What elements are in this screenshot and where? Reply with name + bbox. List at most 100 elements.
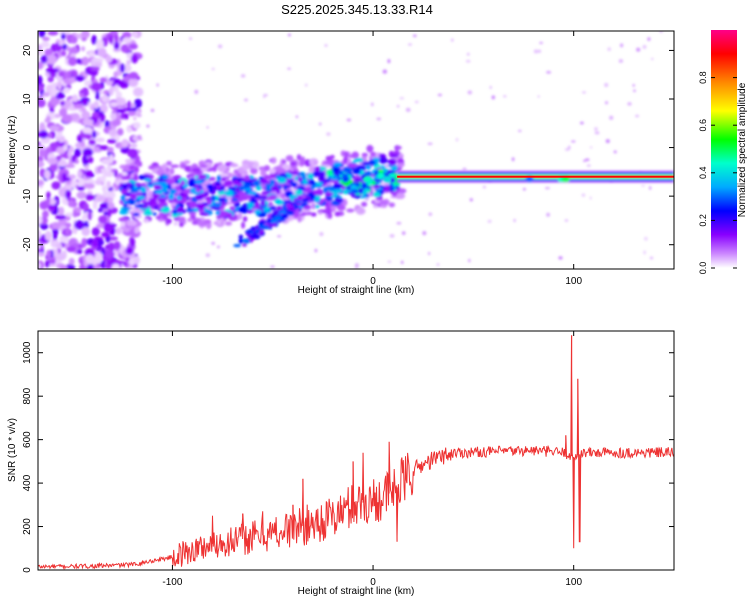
heatmap-cell (110, 112, 117, 121)
heatmap-cell (633, 89, 636, 92)
heatmap-cell (58, 218, 67, 226)
heatmap-cell (65, 189, 71, 200)
heatmap-cell (641, 184, 645, 187)
snr-xtick-label: 0 (370, 577, 376, 588)
heatmap-cell (100, 168, 107, 174)
heatmap-cell (47, 157, 58, 165)
heatmap-cell (216, 245, 220, 249)
heatmap-cell (133, 31, 138, 38)
heatmap-cell (152, 168, 158, 174)
heatmap-cell (40, 54, 48, 64)
colorbar-label: Normalized spectral amplitude (737, 82, 748, 217)
heatmap-cell (396, 162, 405, 167)
heatmap-cell (260, 199, 266, 207)
heatmap-cell (361, 161, 371, 166)
heatmap-cell (140, 186, 147, 193)
heatmap-cell (607, 47, 612, 52)
heatmap-cell (84, 163, 89, 173)
heatmap-cell (304, 83, 308, 87)
heatmap-cell (351, 151, 360, 159)
heatmap-cell (64, 163, 76, 169)
heatmap-cell (285, 178, 292, 183)
heatmap-cell (269, 168, 276, 174)
heatmap-cell (233, 169, 239, 174)
heatmap-cell (304, 205, 311, 210)
heatmap-cell (122, 206, 131, 211)
heatmap-cell (594, 131, 600, 135)
heatmap-cell (62, 43, 68, 50)
heatmap-cell (84, 248, 95, 257)
heatmap-cell (70, 35, 78, 44)
heatmap-cell (360, 195, 368, 199)
heatmap-cell (69, 199, 74, 208)
heatmap-cell (277, 177, 287, 184)
heatmap-cell (69, 145, 74, 153)
heatmap-cell (254, 193, 260, 199)
heatmap-cell (388, 158, 397, 166)
heatmap-cell (436, 263, 440, 266)
heatmap-cell (350, 189, 359, 194)
heatmap-cell (52, 231, 58, 240)
heatmap-cell (77, 170, 83, 179)
heatmap-cell (38, 31, 46, 38)
heatmap-cell (261, 191, 271, 195)
heatmap-cell (91, 130, 97, 139)
heatmap-cell (651, 57, 654, 61)
heatmap-cell (287, 67, 291, 70)
heatmap-cell (231, 198, 238, 202)
heatmap-cell (65, 227, 71, 236)
heatmap-cell (644, 236, 648, 241)
heatmap-cell (38, 61, 44, 70)
heatmap-cell (76, 191, 87, 200)
heatmap-cell (558, 256, 563, 260)
heatmap-cell (69, 179, 78, 187)
heatmap-cell (138, 174, 146, 180)
heatmap-cell (330, 154, 335, 159)
heatmap-cell (91, 239, 99, 248)
heatmap-cell (180, 179, 186, 186)
heatmap-cell (389, 234, 395, 238)
snr-xtick-label: -100 (162, 577, 182, 588)
heatmap-cell (189, 37, 193, 40)
heatmap-cell (44, 48, 54, 57)
heatmap-cell (215, 185, 221, 189)
heatmap-cell (118, 217, 128, 222)
heatmap-cell (46, 191, 51, 199)
heatmap-cell (38, 229, 42, 240)
heatmap-cell (137, 134, 142, 139)
heatmap-cell (324, 43, 328, 48)
heatmap-cell (356, 165, 367, 171)
chart-title: S225.2025.345.13.33.R14 (281, 2, 433, 17)
heatmap-cell (332, 183, 342, 190)
heatmap-cell (568, 145, 571, 150)
heatmap-cell (124, 113, 129, 120)
heatmap-cell (81, 237, 87, 248)
heatmap-cell (45, 115, 51, 123)
heatmap-cell (465, 59, 471, 63)
heatmap-cell (55, 253, 66, 261)
heatmap-cell (62, 144, 68, 152)
heatmap-cell (121, 175, 130, 181)
heatmap-cell (171, 209, 178, 215)
heatmap-cell (211, 67, 215, 71)
heatmap-cell (314, 204, 320, 209)
heatmap-cell (517, 129, 522, 133)
heatmap-cell (203, 219, 212, 224)
heatmap-cell (125, 200, 132, 204)
heatmap-cell (99, 202, 111, 210)
heatmap-cell (244, 230, 253, 234)
heatmap-cell (252, 180, 260, 187)
heatmap-cell (376, 117, 382, 121)
heatmap-cell (153, 193, 159, 200)
heatmap-cell (129, 220, 137, 227)
heatmap-cell (239, 185, 244, 192)
heatmap-cell (85, 193, 95, 201)
heatmap-cell (51, 222, 61, 230)
heatmap-cell (379, 157, 388, 165)
heatmap-cell (98, 110, 105, 117)
heatmap-cell (387, 260, 392, 263)
heatmap-cell (82, 118, 94, 127)
heatmap-cell (113, 241, 121, 251)
heatmap-cell (134, 227, 139, 230)
